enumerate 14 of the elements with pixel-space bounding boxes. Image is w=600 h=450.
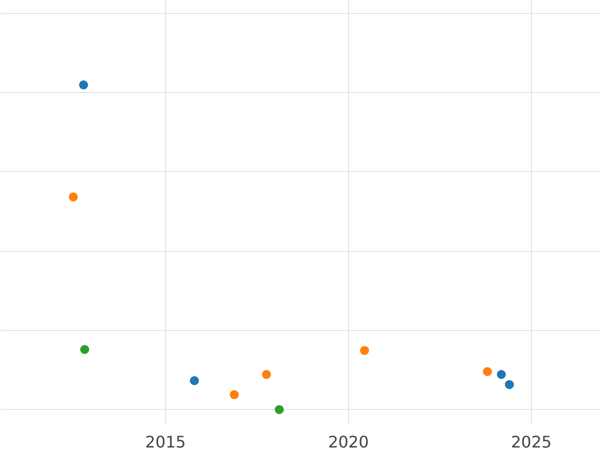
point [68,192,78,202]
point [504,380,514,390]
point [360,346,370,355]
point [496,370,506,379]
point [262,370,271,379]
x-tick-label: 2025 [510,432,552,450]
x-tick-label: 2020 [328,432,369,450]
point [80,345,90,354]
point [482,367,492,376]
point [79,80,88,90]
x-tick-label: 2015 [145,432,186,450]
point [190,376,199,386]
point [230,390,239,400]
point [274,405,284,414]
